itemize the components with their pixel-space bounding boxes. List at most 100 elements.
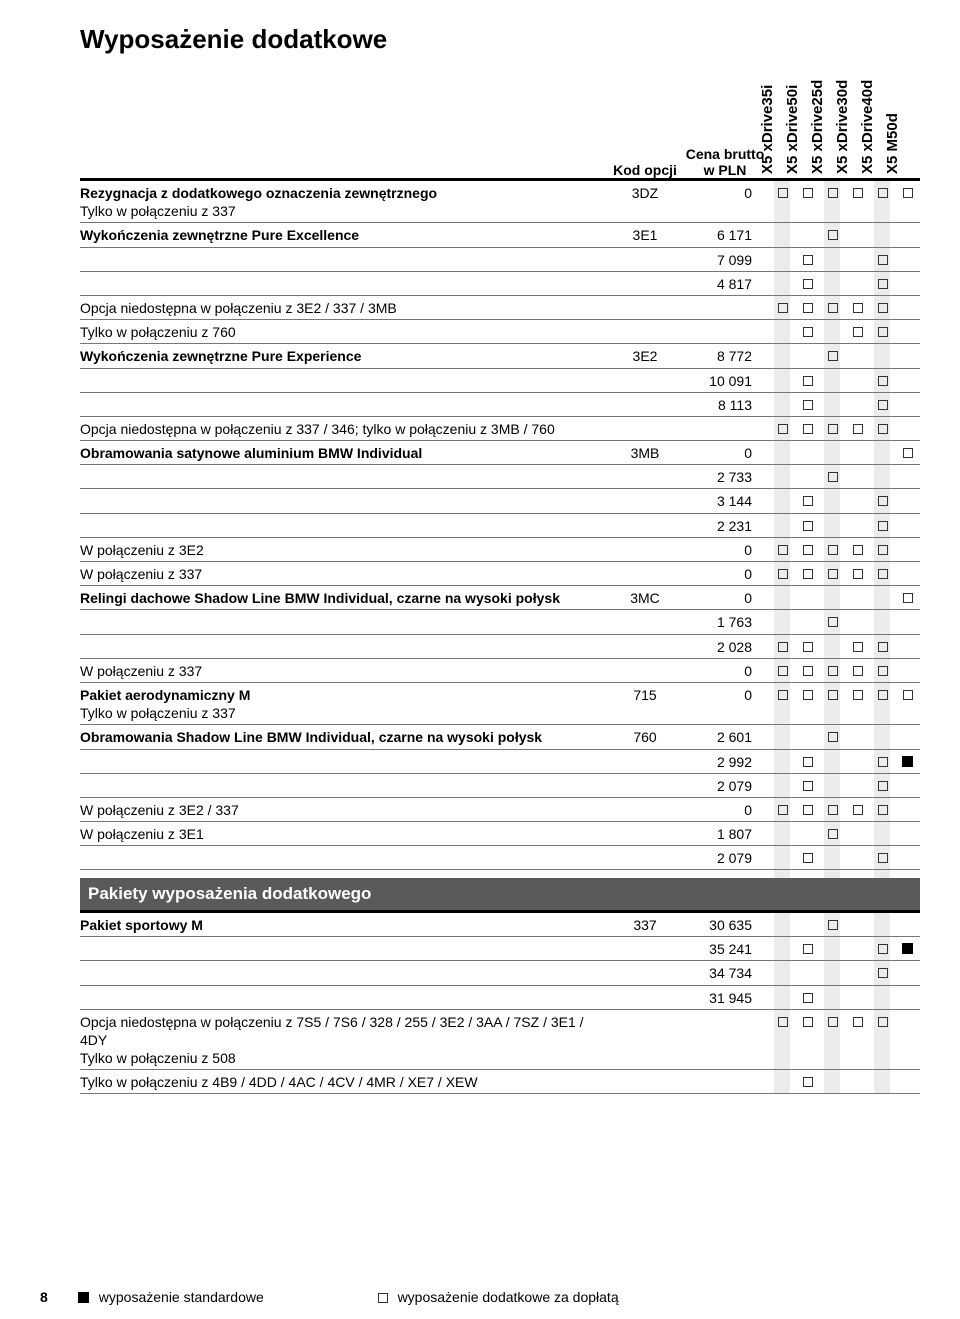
legend-standard-label: wyposażenie standardowe xyxy=(99,1289,264,1305)
model-cell xyxy=(895,513,920,537)
table-row: 2 079 xyxy=(80,846,920,870)
model-cell xyxy=(845,658,870,682)
model-cell xyxy=(820,1070,845,1094)
model-cell xyxy=(845,1070,870,1094)
model-cell xyxy=(820,634,845,658)
model-cell xyxy=(895,985,920,1009)
model-cell xyxy=(870,773,895,797)
model-cell xyxy=(795,773,820,797)
model-cell xyxy=(820,344,845,368)
table-row: Pakiet aerodynamiczny MTylko w połączeni… xyxy=(80,682,920,724)
model-cell xyxy=(820,749,845,773)
model-cell xyxy=(895,295,920,319)
model-cell xyxy=(895,822,920,846)
model-cell xyxy=(795,368,820,392)
model-cell xyxy=(820,586,845,610)
model-cell xyxy=(870,725,895,749)
model-cell xyxy=(770,562,795,586)
model-cell xyxy=(895,634,920,658)
model-cell xyxy=(845,749,870,773)
model-cell xyxy=(870,271,895,295)
model-cell xyxy=(870,937,895,961)
model-header-3: X5 xDrive30d xyxy=(834,80,851,174)
model-cell xyxy=(795,610,820,634)
model-cell xyxy=(895,773,920,797)
model-cell xyxy=(870,392,895,416)
model-cell xyxy=(870,489,895,513)
model-cell xyxy=(795,1070,820,1094)
model-cell xyxy=(845,223,870,247)
model-cell xyxy=(795,271,820,295)
model-cell xyxy=(820,773,845,797)
model-cell xyxy=(870,985,895,1009)
model-header-4: X5 xDrive40d xyxy=(859,80,876,174)
model-cell xyxy=(845,961,870,985)
model-cell xyxy=(820,295,845,319)
model-cell xyxy=(770,392,795,416)
model-cell xyxy=(795,682,820,724)
model-cell xyxy=(820,441,845,465)
model-cell xyxy=(820,513,845,537)
model-cell xyxy=(820,658,845,682)
model-cell xyxy=(845,344,870,368)
model-cell xyxy=(820,537,845,561)
model-cell xyxy=(795,822,820,846)
section-header: Pakiety wyposażenia dodatkowego xyxy=(80,878,920,912)
table-row: Relingi dachowe Shadow Line BMW Individu… xyxy=(80,586,920,610)
model-cell xyxy=(895,368,920,392)
model-cell xyxy=(895,1070,920,1094)
model-cell xyxy=(795,320,820,344)
model-cell xyxy=(795,223,820,247)
model-cell xyxy=(870,682,895,724)
model-cell xyxy=(870,441,895,465)
model-cell xyxy=(770,441,795,465)
model-cell xyxy=(870,634,895,658)
legend-optional-icon xyxy=(378,1293,388,1303)
model-cell xyxy=(770,682,795,724)
model-cell xyxy=(845,634,870,658)
model-cell xyxy=(770,271,795,295)
model-cell xyxy=(845,441,870,465)
table-row: Opcja niedostępna w połączeniu z 7S5 / 7… xyxy=(80,1009,920,1070)
model-header-5: X5 M50d xyxy=(884,113,901,174)
model-cell xyxy=(795,247,820,271)
model-cell xyxy=(770,465,795,489)
model-cell xyxy=(895,562,920,586)
model-cell xyxy=(870,822,895,846)
table-row: 3 144 xyxy=(80,489,920,513)
model-cell xyxy=(770,247,795,271)
model-cell xyxy=(770,181,795,223)
model-cell xyxy=(870,749,895,773)
model-cell xyxy=(770,797,795,821)
page-footer: 8 wyposażenie standardowe wyposażenie do… xyxy=(0,1289,960,1305)
model-cell xyxy=(870,247,895,271)
table-row: 2 992 xyxy=(80,749,920,773)
model-cell xyxy=(845,682,870,724)
model-cell xyxy=(820,223,845,247)
model-cell xyxy=(870,610,895,634)
model-cell xyxy=(870,562,895,586)
model-cell xyxy=(870,295,895,319)
table-row: Obramowania Shadow Line BMW Individual, … xyxy=(80,725,920,749)
table-row: 2 733 xyxy=(80,465,920,489)
model-cell xyxy=(820,937,845,961)
table-row: W połączeniu z 3370 xyxy=(80,658,920,682)
model-cell xyxy=(895,658,920,682)
table-row: 2 231 xyxy=(80,513,920,537)
model-cell xyxy=(895,537,920,561)
table-row: Opcja niedostępna w połączeniu z 3E2 / 3… xyxy=(80,295,920,319)
model-cell xyxy=(895,1009,920,1070)
model-cell xyxy=(845,846,870,870)
model-cell xyxy=(870,537,895,561)
model-cell xyxy=(870,368,895,392)
header-kod: Kod opcji xyxy=(610,162,680,178)
model-cell xyxy=(845,562,870,586)
model-cell xyxy=(895,682,920,724)
model-cell xyxy=(895,610,920,634)
model-cell xyxy=(895,911,920,936)
model-cell xyxy=(770,416,795,440)
model-cell xyxy=(795,537,820,561)
model-cell xyxy=(895,797,920,821)
model-cell xyxy=(795,181,820,223)
model-cell xyxy=(895,441,920,465)
